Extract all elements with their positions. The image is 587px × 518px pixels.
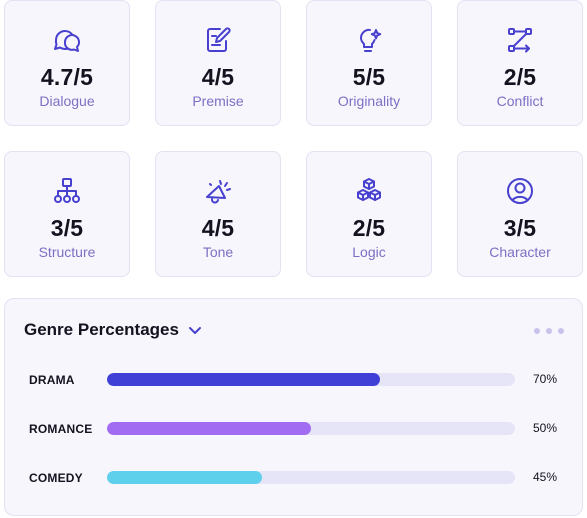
metric-score: 4.7/5	[40, 64, 94, 90]
metric-card-character[interactable]: 3/5 Character	[457, 151, 583, 277]
chat-bubbles-icon	[50, 23, 84, 57]
metric-card-tone[interactable]: 4/5 Tone	[155, 151, 281, 277]
metric-label: Conflict	[496, 93, 544, 109]
edit-note-icon	[201, 23, 235, 57]
genre-bar-track	[107, 422, 515, 435]
metric-label: Tone	[202, 244, 234, 260]
genre-bar-fill	[107, 471, 263, 484]
metric-card-logic[interactable]: 2/5 Logic	[306, 151, 432, 277]
genre-name: ROMANCE	[29, 422, 93, 436]
user-circle-icon	[503, 174, 537, 208]
genre-bar-fill	[107, 373, 381, 386]
more-options-icon[interactable]	[534, 328, 564, 334]
metric-label: Logic	[352, 244, 386, 260]
genre-row-drama: DRAMA 70%	[5, 370, 582, 390]
lightbulb-sparkle-icon	[352, 23, 386, 57]
genre-name: COMEDY	[29, 471, 83, 485]
panel-title: Genre Percentages	[24, 320, 179, 339]
metric-score: 4/5	[201, 215, 235, 241]
genre-dropdown[interactable]: Genre Percentages	[24, 320, 203, 340]
flow-path-icon	[503, 23, 537, 57]
metric-card-structure[interactable]: 3/5 Structure	[4, 151, 130, 277]
metric-score: 2/5	[503, 64, 537, 90]
metric-score: 3/5	[50, 215, 84, 241]
metric-card-conflict[interactable]: 2/5 Conflict	[457, 0, 583, 126]
megaphone-icon	[201, 174, 235, 208]
metric-label: Originality	[337, 93, 401, 109]
hierarchy-icon	[50, 174, 84, 208]
genre-bar-track	[107, 373, 515, 386]
genre-name: DRAMA	[29, 373, 75, 387]
metric-score: 2/5	[352, 215, 386, 241]
metric-card-premise[interactable]: 4/5 Premise	[155, 0, 281, 126]
genre-percentages-panel: Genre Percentages DRAMA 70% ROMANCE 50% …	[4, 298, 583, 516]
genre-bar-track	[107, 471, 515, 484]
genre-percent: 70%	[533, 372, 558, 386]
genre-bar-fill	[107, 422, 311, 435]
metric-score: 3/5	[503, 215, 537, 241]
metric-score: 4/5	[201, 64, 235, 90]
metric-label: Structure	[38, 244, 96, 260]
metric-card-originality[interactable]: 5/5 Originality	[306, 0, 432, 126]
genre-percent: 50%	[533, 421, 558, 435]
metric-score: 5/5	[352, 64, 386, 90]
genre-percent: 45%	[533, 470, 558, 484]
cubes-icon	[352, 174, 386, 208]
chevron-down-icon	[188, 327, 201, 334]
genre-row-comedy: COMEDY 45%	[5, 468, 582, 488]
metric-label: Character	[489, 244, 551, 260]
metric-card-dialogue[interactable]: 4.7/5 Dialogue	[4, 0, 130, 126]
genre-row-romance: ROMANCE 50%	[5, 419, 582, 439]
metric-label: Premise	[192, 93, 244, 109]
metric-label: Dialogue	[39, 93, 95, 109]
